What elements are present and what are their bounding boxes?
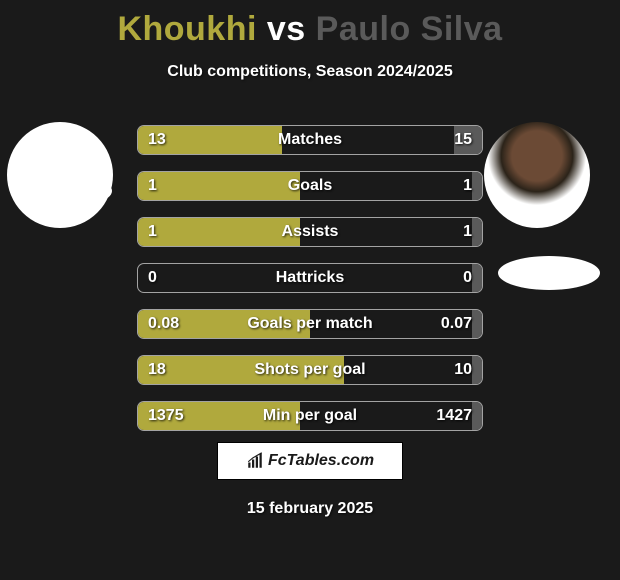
subtitle: Club competitions, Season 2024/2025	[0, 63, 620, 81]
stat-row: 0Hattricks0	[137, 263, 483, 293]
stat-bars: 13Matches151Goals11Assists10Hattricks00.…	[137, 125, 483, 447]
stat-value-right: 15	[454, 126, 472, 154]
player2-avatar	[484, 122, 590, 228]
title-player1: Khoukhi	[117, 10, 256, 48]
stat-row: 18Shots per goal10	[137, 355, 483, 385]
stat-label: Min per goal	[138, 402, 482, 430]
title-player2: Paulo Silva	[316, 10, 503, 48]
stat-label: Goals	[138, 172, 482, 200]
title-vs: vs	[267, 10, 306, 48]
stat-value-right: 1	[463, 172, 472, 200]
player1-club-badge	[10, 174, 112, 208]
stat-row: 1375Min per goal1427	[137, 401, 483, 431]
stat-value-right: 10	[454, 356, 472, 384]
stat-row: 0.08Goals per match0.07	[137, 309, 483, 339]
stat-label: Goals per match	[138, 310, 482, 338]
stat-value-right: 0	[463, 264, 472, 292]
stat-value-right: 0.07	[441, 310, 472, 338]
stat-value-right: 1	[463, 218, 472, 246]
stat-label: Assists	[138, 218, 482, 246]
brand-text: FcTables.com	[268, 452, 374, 470]
comparison-card: Khoukhi vs Paulo Silva Club competitions…	[0, 0, 620, 580]
stat-row: 1Goals1	[137, 171, 483, 201]
stat-label: Matches	[138, 126, 482, 154]
brand-box: FcTables.com	[217, 442, 403, 480]
stat-value-right: 1427	[436, 402, 472, 430]
date-text: 15 february 2025	[0, 500, 620, 518]
player2-club-badge	[498, 256, 600, 290]
stat-label: Hattricks	[138, 264, 482, 292]
stat-row: 13Matches15	[137, 125, 483, 155]
brand-logo-icon	[246, 452, 264, 470]
stat-row: 1Assists1	[137, 217, 483, 247]
page-title: Khoukhi vs Paulo Silva	[0, 0, 620, 49]
stat-label: Shots per goal	[138, 356, 482, 384]
